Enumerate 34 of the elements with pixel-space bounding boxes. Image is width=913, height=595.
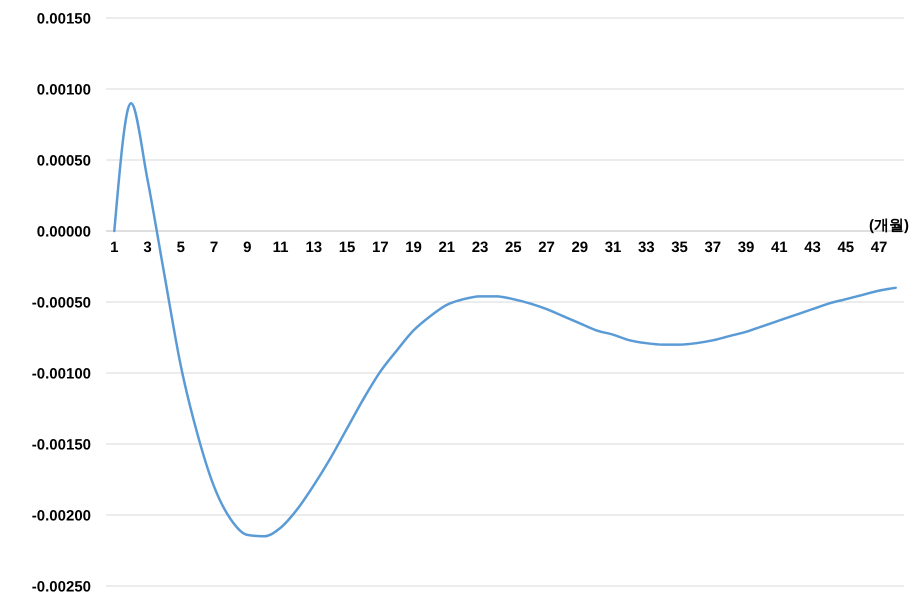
x-tick-label: 19 <box>405 239 422 256</box>
x-tick-label: 27 <box>538 239 555 256</box>
y-tick-label: 0.00050 <box>36 152 91 170</box>
x-tick-label: 5 <box>176 239 185 256</box>
y-tick-label: -0.00150 <box>32 436 91 454</box>
x-tick-label: 33 <box>638 239 655 256</box>
x-tick-label: 23 <box>472 239 488 256</box>
x-tick-label: 21 <box>438 239 456 256</box>
x-tick-label: 15 <box>338 239 356 256</box>
x-tick-label: 35 <box>671 239 688 256</box>
y-tick-label: -0.00200 <box>32 507 91 524</box>
x-tick-label: 37 <box>704 239 722 256</box>
x-axis-title: (개월) <box>869 217 909 234</box>
x-tick-label: 31 <box>604 239 622 256</box>
x-tick-label: 29 <box>571 239 588 256</box>
x-tick-label: 3 <box>143 239 152 256</box>
x-tick-label: 13 <box>305 239 322 256</box>
x-tick-label: 39 <box>738 239 754 256</box>
y-tick-label: -0.00100 <box>32 365 91 382</box>
x-tick-label: 41 <box>770 239 788 256</box>
x-tick-label: 47 <box>870 239 888 256</box>
y-tick-label: 0.00100 <box>36 81 91 98</box>
x-tick-label: 43 <box>804 239 821 256</box>
x-tick-label: 1 <box>110 239 118 256</box>
x-tick-label: 17 <box>372 239 389 256</box>
x-tick-label: 9 <box>243 239 252 256</box>
x-tick-label: 25 <box>504 239 522 256</box>
y-tick-label: -0.00050 <box>32 294 91 312</box>
y-tick-label: -0.00250 <box>32 578 91 595</box>
x-tick-label: 7 <box>210 239 218 256</box>
x-tick-label: 11 <box>272 239 288 256</box>
x-tick-label: 45 <box>837 239 854 256</box>
y-tick-label: 0.00000 <box>36 223 91 240</box>
y-tick-label: 0.00150 <box>36 10 91 28</box>
